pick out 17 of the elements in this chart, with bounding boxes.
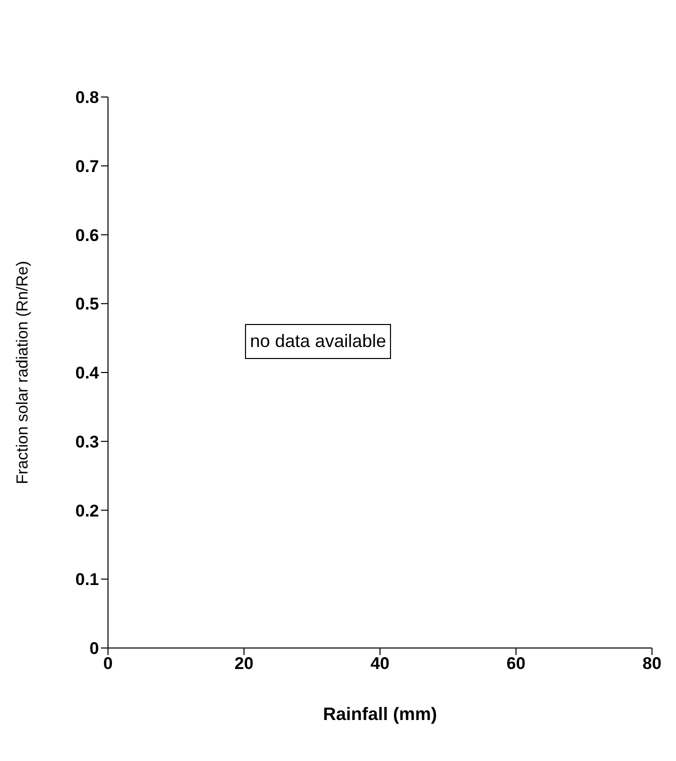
y-axis-title: Fraction solar radiation (Rn/Re) — [14, 260, 32, 484]
x-tick-label: 80 — [642, 654, 662, 674]
x-tick-label: 20 — [234, 654, 254, 674]
annotation: no data available — [245, 324, 392, 359]
y-tick-label: 0.7 — [75, 156, 99, 176]
y-tick-label: 0.8 — [75, 88, 99, 108]
y-tick-label: 0.5 — [75, 294, 99, 314]
x-tick-label: 40 — [370, 654, 390, 674]
y-tick-label: 0.4 — [75, 364, 100, 383]
y-tick-label: 0.6 — [75, 226, 99, 245]
y-tick-label: 0 — [90, 639, 99, 658]
x-tick-label: 60 — [506, 654, 526, 674]
x-axis-title: Rainfall (mm) — [322, 704, 438, 724]
x-tick-label: 0 — [103, 654, 113, 674]
y-tick-label: 0.3 — [75, 432, 99, 452]
y-tick-label: 0.1 — [75, 570, 99, 590]
y-tick-label: 0.2 — [75, 501, 99, 520]
